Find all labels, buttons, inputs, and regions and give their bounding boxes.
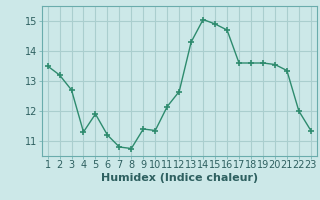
X-axis label: Humidex (Indice chaleur): Humidex (Indice chaleur) xyxy=(100,173,258,183)
